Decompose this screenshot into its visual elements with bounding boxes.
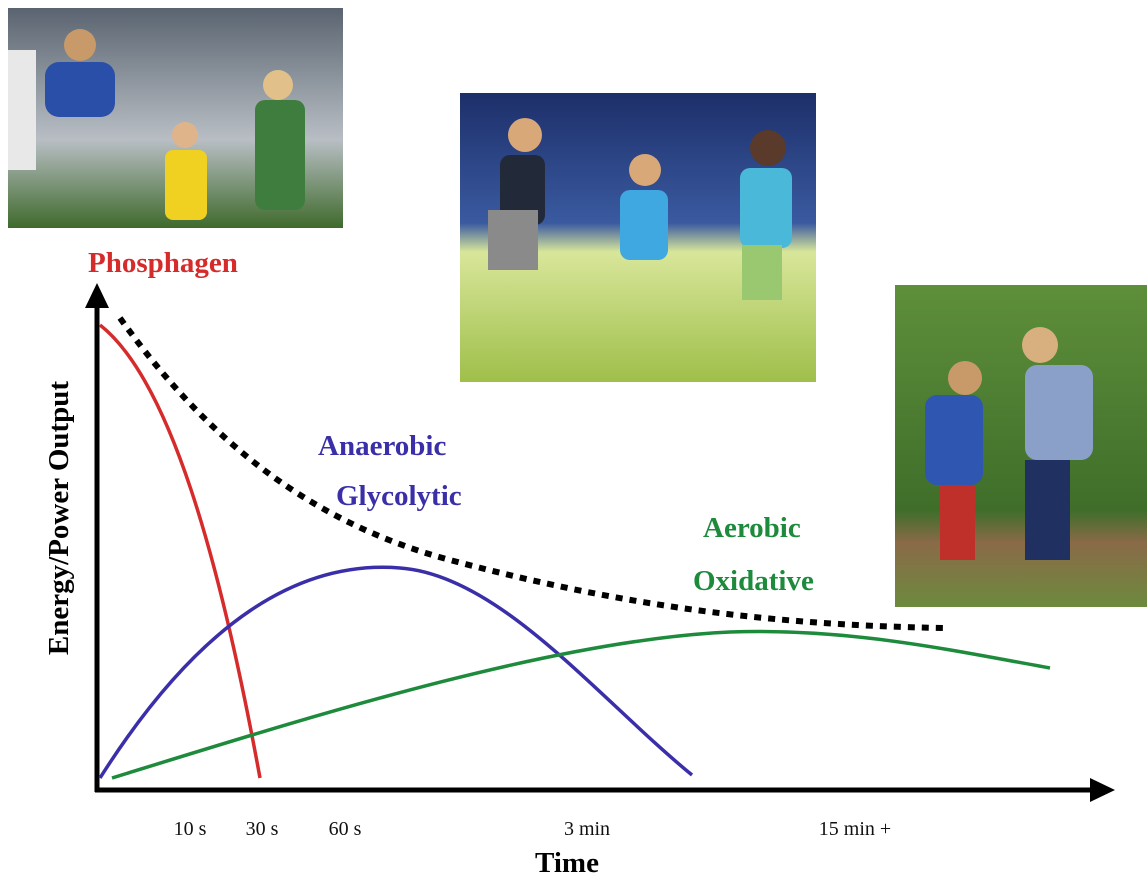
x-label: 3 min [564, 818, 610, 840]
curve-label: Aerobic [703, 512, 801, 544]
curve-label: Anaerobic [318, 430, 446, 462]
phosphagen-curve [100, 325, 260, 778]
x-label: 10 s [174, 818, 207, 840]
photo-running [460, 93, 816, 382]
oxidative-curve [112, 632, 1050, 778]
curve-label: Phosphagen [88, 247, 238, 279]
x-label: 30 s [246, 818, 279, 840]
x-label: 15 min + [819, 818, 891, 840]
glycolytic-curve [100, 567, 692, 778]
diagram: Phosphagen Anaerobic Glycolytic Aerobic … [0, 0, 1147, 886]
photo-jumping [8, 8, 343, 228]
photo-walking [895, 285, 1147, 607]
y-axis-label: Energy/Power Output [43, 381, 75, 655]
curve-label: Glycolytic [336, 480, 462, 512]
x-arrow [1090, 778, 1115, 802]
y-arrow [85, 283, 109, 308]
x-axis-label: Time [535, 847, 599, 879]
x-label: 60 s [329, 818, 362, 840]
curve-label: Oxidative [693, 565, 814, 597]
